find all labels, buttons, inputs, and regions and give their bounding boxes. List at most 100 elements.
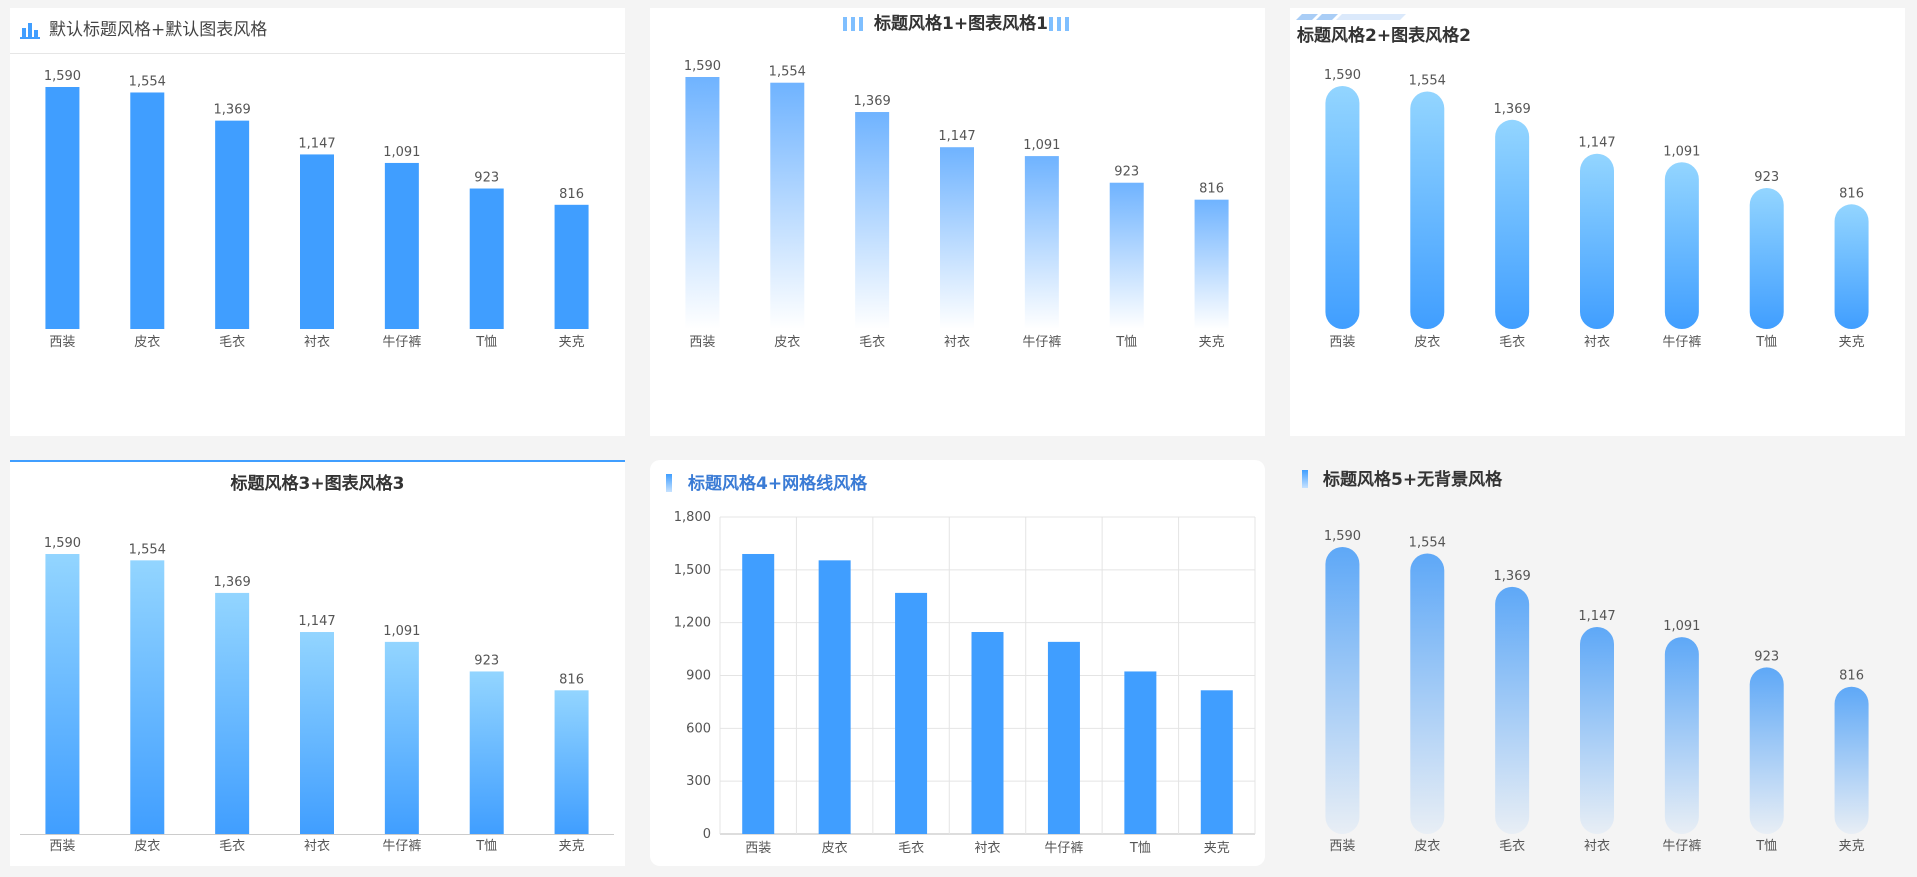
bar[interactable] <box>895 592 928 834</box>
bar[interactable] <box>1194 199 1229 329</box>
x-tick-label: T恤 <box>1129 841 1151 856</box>
chart-panel-style-3: 标题风格3+图表风格3 1,590 西装 1,554 皮衣 1,369 毛衣 1,147 衬衣… <box>10 460 625 866</box>
bar[interactable] <box>940 147 974 329</box>
bar[interactable] <box>469 671 504 834</box>
x-tick-label: 夹克 <box>1199 335 1225 350</box>
panel-title: 标题风格3+图表风格3 <box>230 474 405 494</box>
bar[interactable] <box>469 188 504 329</box>
slant-stripe-decoration-icon <box>1296 14 1406 20</box>
data-label: 816 <box>1199 182 1224 197</box>
bar[interactable] <box>971 632 1004 834</box>
bar[interactable] <box>770 82 805 329</box>
x-tick-label: T恤 <box>475 839 497 854</box>
x-tick-label: 牛仔裤 <box>382 335 421 350</box>
bar[interactable] <box>45 87 80 329</box>
x-tick-label: 衬衣 <box>304 838 330 854</box>
data-label: 1,590 <box>44 69 81 84</box>
panel-title: 标题风格2+图表风格2 <box>1297 26 1471 46</box>
data-label: 923 <box>474 171 499 186</box>
bar[interactable] <box>1495 586 1530 834</box>
bar[interactable] <box>1109 182 1144 329</box>
bar[interactable] <box>300 154 334 329</box>
x-tick-label: 牛仔裤 <box>1662 335 1701 350</box>
x-tick-label: T恤 <box>1755 335 1777 350</box>
bar-chart: 1,590 西装 1,554 皮衣 1,369 毛衣 1,147 衬衣 1,091 牛仔裤 923 T… <box>1324 529 1869 854</box>
y-tick-label: 1,800 <box>674 510 711 525</box>
data-label: 1,369 <box>214 575 251 590</box>
x-tick-label: 衬衣 <box>1584 838 1610 854</box>
data-label: 1,369 <box>214 103 251 118</box>
bar[interactable] <box>1749 667 1784 834</box>
bar[interactable] <box>1410 91 1445 329</box>
bar-chart: 1,590 西装 1,554 皮衣 1,369 毛衣 1,147 衬衣 1,091 牛仔裤 923 T… <box>684 59 1229 350</box>
x-tick-label: 牛仔裤 <box>382 839 421 854</box>
data-label: 1,091 <box>1023 138 1060 153</box>
bar[interactable] <box>384 162 419 329</box>
data-label: 816 <box>559 187 584 202</box>
bar[interactable] <box>1749 187 1784 329</box>
x-tick-label: 西装 <box>1329 839 1355 854</box>
data-label: 1,554 <box>769 65 806 80</box>
data-label: 1,590 <box>1324 529 1361 544</box>
vertical-bar-icon <box>1302 470 1308 488</box>
bar[interactable] <box>215 120 250 329</box>
bar[interactable] <box>1200 690 1233 834</box>
data-label: 1,091 <box>1663 619 1700 634</box>
bar[interactable] <box>554 204 589 329</box>
x-tick-label: 西装 <box>745 841 771 856</box>
x-tick-label: 衬衣 <box>944 334 970 350</box>
panel-title: 标题风格5+无背景风格 <box>1323 470 1503 490</box>
chart-panel-default: 默认标题风格+默认图表风格 1,590 西装 1,554 皮衣 1,369 毛衣 1,147… <box>10 8 625 436</box>
x-tick-label: 夹克 <box>559 839 585 854</box>
bar[interactable] <box>1664 162 1699 329</box>
x-tick-label: 夹克 <box>559 335 585 350</box>
bar[interactable] <box>1834 204 1869 329</box>
x-tick-label: 牛仔裤 <box>1022 335 1061 350</box>
bar[interactable] <box>130 560 165 834</box>
data-label: 816 <box>1839 186 1864 201</box>
bar[interactable] <box>215 592 250 834</box>
title-divider <box>10 53 625 54</box>
x-tick-label: 毛衣 <box>898 840 924 856</box>
data-label: 1,554 <box>1409 74 1446 89</box>
bar[interactable] <box>742 553 775 834</box>
bar[interactable] <box>1024 156 1059 329</box>
chart-panel-style-4: 标题风格4+网格线风格 0 300 600 900 1,200 1,500 1,800 西装 皮… <box>650 460 1265 866</box>
bar[interactable] <box>685 77 720 329</box>
bar[interactable] <box>1124 671 1157 834</box>
data-label: 923 <box>1754 649 1779 664</box>
data-label: 1,147 <box>298 614 335 629</box>
bar[interactable] <box>1580 626 1614 834</box>
x-tick-label: 牛仔裤 <box>1662 839 1701 854</box>
bar[interactable] <box>300 632 334 834</box>
x-tick-label: 西装 <box>1329 335 1355 350</box>
bar[interactable] <box>1410 553 1445 834</box>
data-label: 1,369 <box>1494 569 1531 584</box>
x-tick-label: 毛衣 <box>859 334 885 350</box>
bar[interactable] <box>1580 153 1614 329</box>
x-tick-label: 西装 <box>49 839 75 854</box>
data-label: 1,369 <box>854 94 891 109</box>
data-label: 1,554 <box>129 74 166 89</box>
x-tick-label: 皮衣 <box>134 334 160 350</box>
bar[interactable] <box>855 112 890 329</box>
bar[interactable] <box>1495 119 1530 329</box>
x-tick-label: 皮衣 <box>1414 334 1440 350</box>
bar[interactable] <box>384 641 419 834</box>
bar[interactable] <box>554 690 589 834</box>
bar[interactable] <box>1047 641 1080 834</box>
bar[interactable] <box>1325 86 1360 329</box>
bar[interactable] <box>1325 547 1360 834</box>
bar[interactable] <box>1664 637 1699 834</box>
bar[interactable] <box>818 560 851 834</box>
y-tick-label: 1,500 <box>674 563 711 578</box>
x-tick-label: 夹克 <box>1839 839 1865 854</box>
x-tick-label: 衬衣 <box>304 334 330 350</box>
data-label: 1,554 <box>129 542 166 557</box>
x-tick-label: 衬衣 <box>1584 334 1610 350</box>
bar[interactable] <box>45 554 80 834</box>
panel-title: 默认标题风格+默认图表风格 <box>49 20 268 40</box>
bar[interactable] <box>130 92 165 329</box>
data-label: 1,147 <box>938 129 975 144</box>
bar[interactable] <box>1834 686 1869 834</box>
